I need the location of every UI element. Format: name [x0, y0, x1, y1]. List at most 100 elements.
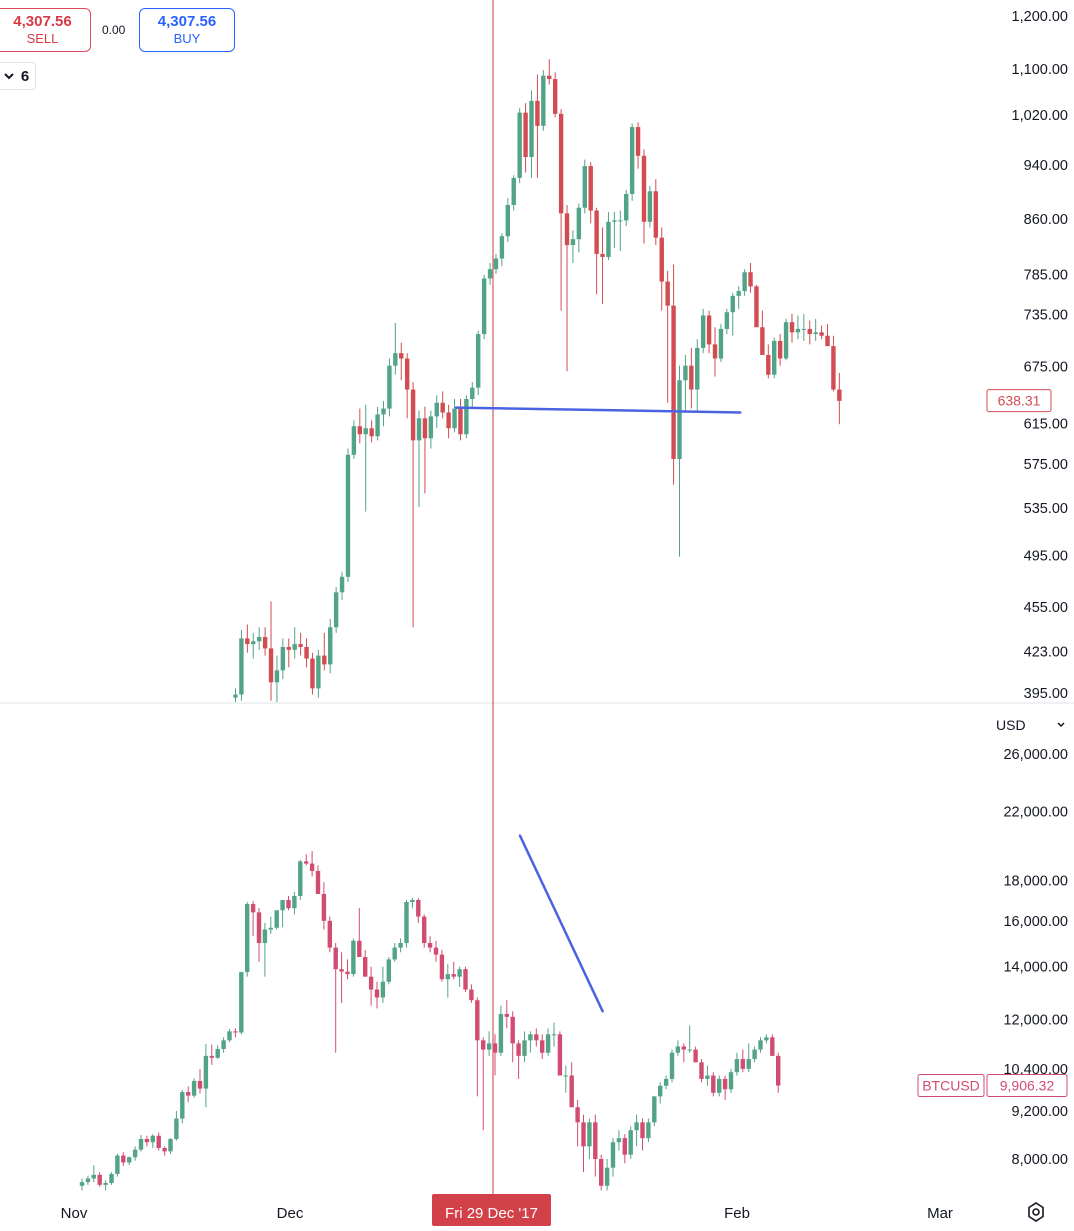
candle-body: [604, 1167, 610, 1186]
price-tick-label: 785.00: [1024, 268, 1068, 284]
price-tick-label: 940.00: [1024, 158, 1068, 174]
settings-gear-icon[interactable]: [1024, 1200, 1048, 1224]
candle-body: [552, 79, 558, 114]
candle-body: [345, 454, 351, 577]
lower-price-pane[interactable]: [79, 834, 781, 1191]
candle-body: [511, 177, 516, 205]
candle-body: [599, 1159, 604, 1186]
sell-button[interactable]: 4,307.56 SELL: [0, 8, 91, 52]
candle-body: [363, 957, 368, 977]
candle-body: [681, 1046, 686, 1050]
candle-body: [481, 1040, 486, 1050]
candle-body: [339, 576, 345, 593]
candle-body: [333, 592, 339, 628]
spread-value: 0.00: [102, 23, 126, 37]
candle-body: [428, 416, 434, 439]
candle-body: [97, 1174, 102, 1185]
crosshair-time-badge: [432, 1194, 551, 1226]
candle-body: [399, 353, 404, 359]
candle-body: [570, 239, 576, 246]
candle-body: [91, 1174, 96, 1179]
candle-body: [628, 1130, 633, 1155]
candle-body: [776, 1055, 781, 1086]
candle-body: [528, 1034, 533, 1041]
candle-body: [422, 418, 428, 439]
candle-body: [440, 402, 445, 413]
candle-body: [760, 327, 765, 355]
currency-select[interactable]: USD: [990, 711, 1074, 739]
price-tick-label: 26,000.00: [1003, 747, 1068, 763]
interval-selector[interactable]: 6: [0, 62, 36, 90]
candle-body: [629, 127, 635, 194]
candle-body: [610, 1142, 616, 1168]
candle-body: [221, 1040, 226, 1049]
trendline[interactable]: [454, 406, 742, 414]
time-tick-label: Dec: [277, 1205, 304, 1222]
candle-body: [837, 389, 842, 401]
upper-price-axis[interactable]: 1,200.00 1,100.00 1,020.00 940.00 860.00 785.…: [986, 9, 1068, 702]
candle-body: [452, 408, 457, 429]
candle-body: [333, 947, 338, 970]
last-price-badge: [986, 1074, 1068, 1098]
candle-body: [463, 969, 468, 990]
candle-body: [600, 253, 605, 257]
candle-body: [517, 112, 522, 178]
candle-body: [357, 940, 362, 958]
price-tick-label: 22,000.00: [1003, 804, 1068, 820]
candle-body: [298, 861, 303, 896]
candle-body: [239, 638, 244, 695]
candle-body: [665, 281, 670, 306]
candle-body: [575, 1107, 580, 1123]
candle-body: [245, 904, 250, 973]
candle-body: [381, 408, 386, 415]
candle-body: [368, 976, 374, 990]
candle-body: [634, 1122, 639, 1131]
candle-body: [558, 113, 564, 214]
candle-body: [298, 644, 303, 647]
candle-body: [375, 414, 380, 437]
candle-body: [127, 1157, 132, 1163]
candle-body: [256, 637, 262, 642]
price-tick-label: 1,200.00: [1012, 9, 1068, 25]
candle-body: [504, 1013, 509, 1017]
candle-body: [286, 646, 291, 650]
time-axis[interactable]: Nov Dec Feb Mar Fri 29 Dec '17: [61, 1194, 953, 1226]
candle-body: [215, 1048, 220, 1058]
candle-body: [498, 1013, 504, 1053]
candle-body: [132, 1149, 138, 1158]
candle-body: [777, 340, 783, 359]
candle-body: [327, 920, 332, 948]
candle-body: [387, 365, 392, 409]
candle-body: [191, 1080, 197, 1096]
candle-body: [304, 861, 309, 864]
lower-price-axis[interactable]: 26,000.00 22,000.00 18,000.00 16,000.00 14,0…: [917, 747, 1068, 1168]
price-tick-label: 1,100.00: [1012, 62, 1068, 78]
buy-button[interactable]: 4,307.56 BUY: [139, 8, 235, 52]
price-tick-label: 14,000.00: [1003, 960, 1068, 976]
trendline[interactable]: [518, 834, 604, 1013]
candle-body: [659, 237, 664, 282]
chevron-down-icon: [1057, 722, 1065, 728]
price-tick-label: 455.00: [1024, 600, 1068, 616]
candle-body: [535, 100, 540, 126]
candle-body: [499, 236, 505, 259]
candle-body: [734, 1059, 740, 1073]
symbol-label: BTCUSD: [922, 1078, 980, 1094]
candle-body: [404, 902, 409, 944]
candle-body: [510, 1016, 515, 1044]
candle-body: [416, 418, 422, 441]
candle-body: [256, 912, 262, 944]
candle-body: [469, 989, 474, 1001]
candle-body: [316, 655, 321, 689]
upper-price-pane[interactable]: [233, 59, 842, 702]
candle-body: [393, 353, 398, 366]
price-tick-label: 16,000.00: [1003, 914, 1068, 930]
candle-body: [85, 1178, 91, 1183]
candle-body: [742, 272, 747, 292]
candle-body: [280, 646, 286, 671]
candle-body: [180, 1092, 185, 1119]
candle-body: [445, 974, 450, 980]
candle-body: [174, 1118, 179, 1139]
